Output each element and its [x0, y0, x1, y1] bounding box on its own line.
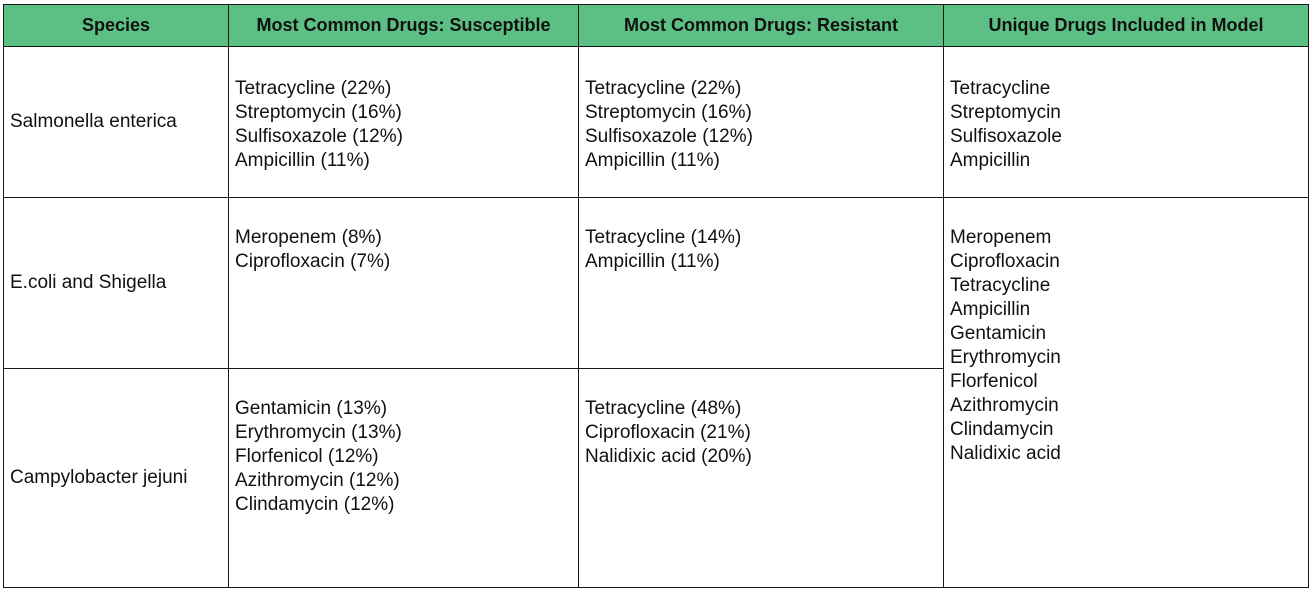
list-item: Florfenicol — [950, 371, 1038, 392]
list-item: Meropenem (8%) — [235, 227, 382, 248]
list-item: Gentamicin (13%) — [235, 398, 388, 419]
resistant-cell: Tetracycline (22%) Streptomycin (16%) Sulf… — [578, 46, 944, 198]
susceptible-list: Tetracycline (22%) Streptomycin (16%) Sulf… — [235, 77, 578, 173]
list-item: Tetracycline (14%) — [585, 227, 742, 248]
list-item: Erythromycin — [950, 347, 1061, 368]
resistant-list: Tetracycline (48%) Ciprofloxacin (21%) Nal… — [585, 397, 943, 469]
list-item: Florfenicol (12%) — [235, 446, 379, 467]
list-item: Ampicillin — [950, 299, 1031, 320]
list-item: Streptomycin (16%) — [585, 102, 752, 123]
list-item: Azithromycin — [950, 395, 1059, 416]
resistant-list: Tetracycline (14%) Ampicillin (11%) — [585, 226, 943, 274]
list-item: Tetracycline (48%) — [585, 398, 742, 419]
drug-table: Species Most Common Drugs: Susceptible M… — [3, 4, 1309, 588]
list-item: Streptomycin (16%) — [235, 102, 402, 123]
list-item: Ampicillin (11%) — [585, 251, 720, 272]
list-item: Ampicillin — [950, 150, 1031, 171]
list-item: Nalidixic acid — [950, 443, 1061, 464]
list-item: Nalidixic acid (20%) — [585, 446, 752, 467]
unique-drugs-cell: Meropenem Ciprofloxacin Tetracycline Ampici… — [943, 197, 1309, 588]
list-item: Azithromycin (12%) — [235, 470, 400, 491]
header-species: Species — [3, 4, 229, 47]
susceptible-cell: Tetracycline (22%) Streptomycin (16%) Sulf… — [228, 46, 579, 198]
header-susceptible: Most Common Drugs: Susceptible — [228, 4, 579, 47]
list-item: Ciprofloxacin (21%) — [585, 422, 751, 443]
resistant-cell: Tetracycline (48%) Ciprofloxacin (21%) Nal… — [578, 368, 944, 588]
header-resistant: Most Common Drugs: Resistant — [578, 4, 944, 47]
list-item: Ciprofloxacin — [950, 251, 1060, 272]
list-item: Ampicillin (11%) — [235, 150, 370, 171]
unique-drugs-cell: Tetracycline Streptomycin Sulfisoxazole Amp… — [943, 46, 1309, 198]
susceptible-cell: Meropenem (8%) Ciprofloxacin (7%) — [228, 197, 579, 369]
unique-drugs-list: Tetracycline Streptomycin Sulfisoxazole Amp… — [950, 77, 1308, 173]
list-item: Tetracycline (22%) — [585, 78, 742, 99]
header-row: Species Most Common Drugs: Susceptible M… — [3, 4, 1309, 47]
susceptible-list: Gentamicin (13%) Erythromycin (13%) Florfe… — [235, 397, 578, 517]
list-item: Clindamycin — [950, 419, 1054, 440]
list-item: Ampicillin (11%) — [585, 150, 720, 171]
resistant-cell: Tetracycline (14%) Ampicillin (11%) — [578, 197, 944, 369]
list-item: Gentamicin — [950, 323, 1047, 344]
species-cell: Salmonella enterica — [3, 46, 229, 198]
table-container: Species Most Common Drugs: Susceptible M… — [3, 4, 1309, 588]
list-item: Erythromycin (13%) — [235, 422, 402, 443]
list-item: Tetracycline — [950, 275, 1051, 296]
list-item: Streptomycin — [950, 102, 1061, 123]
list-item: Sulfisoxazole — [950, 126, 1062, 147]
resistant-list: Tetracycline (22%) Streptomycin (16%) Sulf… — [585, 77, 943, 173]
list-item: Tetracycline (22%) — [235, 78, 392, 99]
list-item: Tetracycline — [950, 78, 1051, 99]
table-row: Salmonella enterica Tetracycline (22%) St… — [3, 46, 1309, 198]
list-item: Sulfisoxazole (12%) — [235, 126, 403, 147]
list-item: Clindamycin (12%) — [235, 494, 395, 515]
list-item: Ciprofloxacin (7%) — [235, 251, 391, 272]
susceptible-list: Meropenem (8%) Ciprofloxacin (7%) — [235, 226, 578, 274]
unique-drugs-list: Meropenem Ciprofloxacin Tetracycline Ampici… — [950, 226, 1308, 466]
list-item: Sulfisoxazole (12%) — [585, 126, 753, 147]
table-row: E.coli and Shigella Meropenem (8%) Ciprof… — [3, 197, 1309, 588]
susceptible-cell: Gentamicin (13%) Erythromycin (13%) Florfe… — [228, 368, 579, 588]
species-cell: E.coli and Shigella — [3, 197, 229, 369]
table-row: Campylobacter jejuni Gentamicin (13%) Ery… — [3, 368, 1309, 588]
header-unique-drugs: Unique Drugs Included in Model — [943, 4, 1309, 47]
list-item: Meropenem — [950, 227, 1052, 248]
species-cell: Campylobacter jejuni — [3, 368, 229, 588]
